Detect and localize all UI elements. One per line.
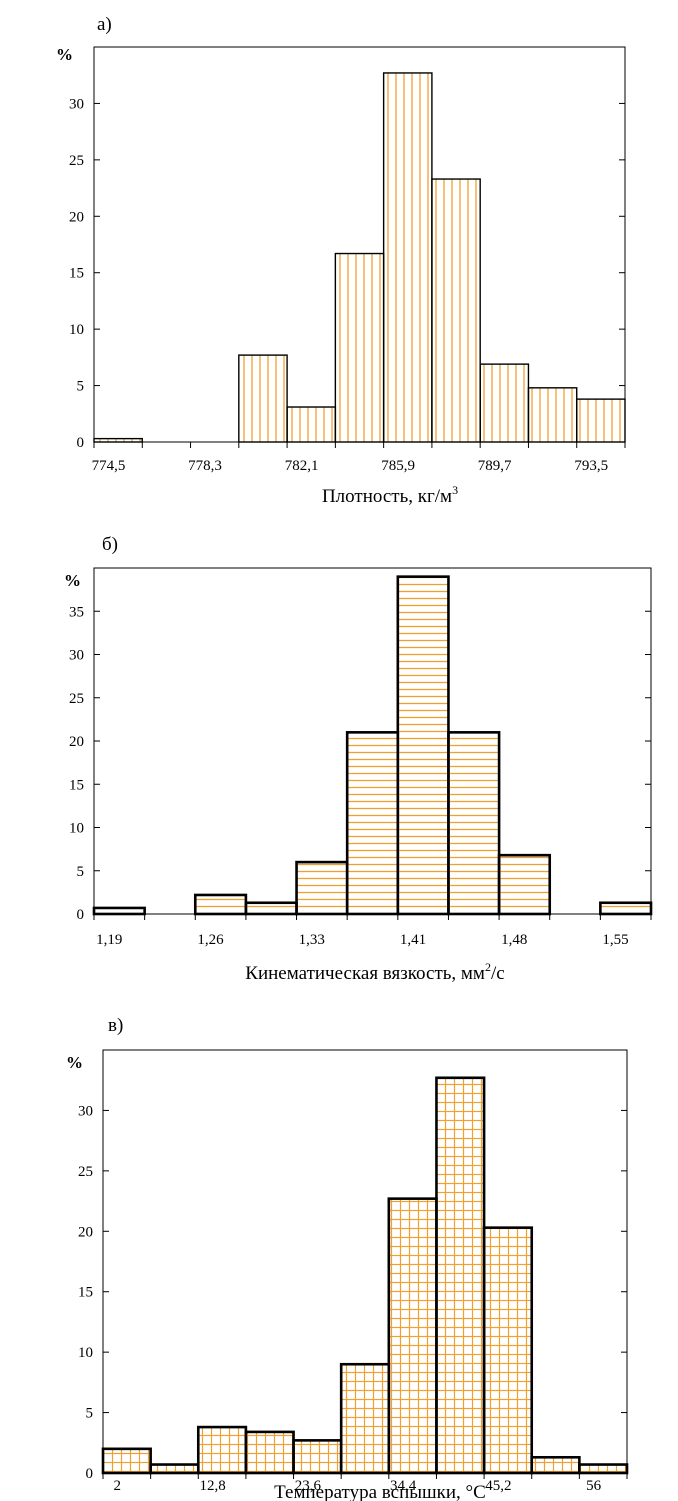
x-axis-title: Температура вспышки, °С: [274, 1482, 486, 1501]
histogram-bar: [244, 1430, 295, 1475]
histogram-bar: [345, 731, 400, 916]
histogram-bar: [435, 1076, 486, 1475]
x-tick-label: 782,1: [285, 458, 319, 474]
histogram-bar: [431, 178, 481, 443]
y-ticks: 0 5 10 15 20 25 30: [69, 96, 625, 451]
histogram-bar: [527, 387, 578, 443]
y-axis-unit: %: [64, 571, 81, 590]
histogram-bar: [286, 406, 337, 443]
histogram-bar: [479, 363, 530, 443]
y-tick-label: 25: [69, 153, 84, 169]
bars: [93, 72, 626, 443]
y-tick-label: 0: [77, 907, 85, 923]
panel-viscosity: б) % 0 5 10 15 20 25 30 35 1,19 1,26 1,33 1,41 1,48…: [64, 534, 653, 984]
panel-label: а): [97, 14, 112, 35]
y-tick-label: 10: [69, 322, 84, 338]
x-tick-label: 34,4: [390, 1478, 417, 1494]
histogram-bar: [93, 437, 143, 443]
histogram-bar: [196, 1425, 248, 1475]
x-tick-label: 785,9: [381, 458, 415, 474]
histogram-bar: [387, 1197, 438, 1475]
x-tick-label: 789,7: [478, 458, 512, 474]
histogram-bar: [295, 860, 349, 916]
x-ticks: 2 12,8 23,6 34,4 45,2 56: [102, 1473, 628, 1494]
x-tick-label: 793,5: [574, 458, 608, 474]
x-axis-title: Плотность, кг/м3: [322, 483, 458, 507]
x-axis-title: Кинематическая вязкость, мм2/с: [245, 960, 504, 984]
x-tick-label: 1,26: [197, 932, 224, 948]
y-tick-label: 10: [69, 821, 84, 837]
y-tick-label: 20: [69, 209, 84, 225]
histogram-bar: [482, 1226, 534, 1475]
y-tick-label: 5: [86, 1406, 94, 1422]
y-axis-unit: %: [66, 1053, 83, 1072]
x-ticks: 1,19 1,26 1,33 1,41 1,48 1,55: [93, 914, 652, 948]
histogram-bar: [339, 1362, 391, 1475]
histogram-bar: [101, 1447, 152, 1475]
histogram-bar: [578, 1463, 629, 1475]
x-ticks: 774,5 778,3 782,1 785,9 789,7 793,5: [92, 442, 626, 474]
y-tick-label: 25: [78, 1164, 93, 1180]
y-tick-label: 35: [69, 604, 84, 620]
histogram-bar: [497, 853, 552, 916]
histogram-bar: [576, 398, 626, 443]
x-tick-label: 774,5: [92, 458, 126, 474]
panel-flash-point: в) % 0 5 10 15 20 25 30 2 12,8 23,6 34,4 45,2 56 Те…: [66, 1015, 629, 1501]
x-tick-label: 2: [114, 1478, 122, 1494]
y-ticks: 0 5 10 15 20 25 30: [78, 1103, 627, 1482]
y-tick-label: 10: [78, 1345, 93, 1361]
y-tick-label: 25: [69, 691, 84, 707]
histogram-bar: [149, 1463, 200, 1475]
y-tick-label: 15: [69, 777, 84, 793]
histogram-bar: [238, 354, 288, 443]
x-tick-label: 56: [586, 1478, 602, 1494]
y-tick-label: 15: [78, 1285, 93, 1301]
panel-density: а) % 0 5 10 15 20 25 30 774,5 778,3 782,1 785,9 78…: [56, 14, 626, 507]
histogram-bar: [530, 1455, 581, 1475]
histogram-bar: [193, 893, 248, 916]
x-tick-label: 1,48: [501, 932, 527, 948]
panel-label: б): [102, 534, 118, 555]
y-tick-label: 5: [77, 864, 85, 880]
histogram-bar: [334, 252, 385, 443]
histogram-bar: [396, 575, 450, 916]
histogram-bar: [244, 901, 298, 916]
x-tick-label: 23,6: [295, 1478, 322, 1494]
bars: [92, 575, 653, 916]
y-axis-unit: %: [56, 45, 73, 64]
y-ticks: 0 5 10 15 20 25 30 35: [69, 604, 651, 923]
y-tick-label: 0: [77, 435, 85, 451]
y-tick-label: 15: [69, 266, 84, 282]
histogram-bar: [382, 72, 433, 443]
y-tick-label: 0: [86, 1466, 94, 1482]
y-tick-label: 20: [78, 1224, 93, 1240]
y-tick-label: 30: [69, 96, 84, 112]
x-tick-label: 1,55: [602, 932, 628, 948]
x-tick-label: 778,3: [188, 458, 222, 474]
x-tick-label: 1,33: [299, 932, 325, 948]
y-tick-label: 20: [69, 734, 84, 750]
y-tick-label: 5: [77, 379, 85, 395]
x-tick-label: 12,8: [199, 1478, 225, 1494]
x-tick-label: 45,2: [485, 1478, 511, 1494]
y-tick-label: 30: [69, 648, 84, 664]
panel-label: в): [108, 1015, 123, 1036]
bars: [101, 1076, 629, 1475]
histogram-bar: [599, 901, 653, 916]
histogram-bar: [92, 906, 146, 916]
x-tick-label: 1,41: [400, 932, 426, 948]
histogram-bar: [292, 1439, 343, 1475]
y-tick-label: 30: [78, 1103, 93, 1119]
histogram-bar: [447, 731, 501, 916]
x-tick-label: 1,19: [96, 932, 122, 948]
